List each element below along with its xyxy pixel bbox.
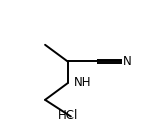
Text: N: N <box>123 55 132 68</box>
Text: NH: NH <box>74 76 92 89</box>
Text: HCl: HCl <box>57 109 78 122</box>
